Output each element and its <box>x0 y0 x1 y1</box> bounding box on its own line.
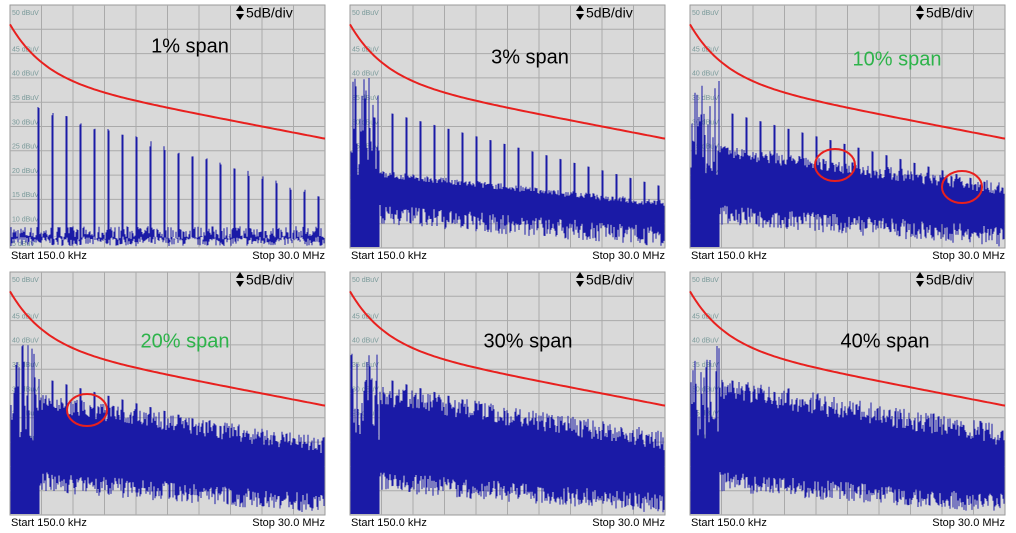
y-label: 25 dBuV <box>692 144 719 151</box>
stop-label: Stop 30.0 MHz <box>932 250 1005 262</box>
y-label: 50 dBuV <box>692 10 719 17</box>
y-label: 35 dBuV <box>692 95 719 102</box>
y-label: 45 dBuV <box>12 313 39 320</box>
stop-label: Stop 30.0 MHz <box>592 517 665 529</box>
start-label: Start 150.0 kHz <box>11 517 87 529</box>
limit-line <box>9 290 326 407</box>
span-title: 30% span <box>484 330 573 352</box>
y-label: 45 dBuV <box>352 313 379 320</box>
span-title: 40% span <box>841 330 930 352</box>
y-label: 35 dBuV <box>12 362 39 369</box>
span-title: 20% span <box>141 330 230 352</box>
stop-label: Stop 30.0 MHz <box>252 517 325 529</box>
y-label: 20 dBuV <box>12 168 39 175</box>
stop-label: Stop 30.0 MHz <box>932 517 1005 529</box>
scale-label: 5dB/div <box>246 5 293 21</box>
start-label: Start 150.0 kHz <box>11 250 87 262</box>
y-label: 5 dBuV <box>12 241 35 248</box>
y-label: 35 dBuV <box>692 362 719 369</box>
limit-line <box>689 23 1006 140</box>
scale-arrows <box>576 272 584 287</box>
spectrum-trace <box>690 346 1005 514</box>
stop-label: Stop 30.0 MHz <box>592 250 665 262</box>
spectrum-trace <box>350 353 665 514</box>
start-label: Start 150.0 kHz <box>351 250 427 262</box>
y-label: 35 dBuV <box>352 362 379 369</box>
spectrum-trace <box>10 107 325 246</box>
panel: 50 dBuV 45 dBuV 40 dBuV 35 dBuV 30 dBuV 25 dB… <box>9 4 326 262</box>
y-label: 25 dBuV <box>12 411 39 418</box>
y-label: 50 dBuV <box>12 277 39 284</box>
scale-label: 5dB/div <box>586 5 633 21</box>
y-label: 50 dBuV <box>692 277 719 284</box>
start-label: Start 150.0 kHz <box>691 250 767 262</box>
y-label: 40 dBuV <box>692 71 719 78</box>
y-label: 15 dBuV <box>12 192 39 199</box>
y-label: 30 dBuV <box>12 386 39 393</box>
y-label: 40 dBuV <box>12 71 39 78</box>
highlight-circle <box>941 170 983 204</box>
span-title: 1% span <box>151 35 229 57</box>
y-label: 45 dBuV <box>12 46 39 53</box>
y-label: 10 dBuV <box>12 217 39 224</box>
y-label: 30 dBuV <box>692 119 719 126</box>
panel: 50 dBuV 45 dBuV 40 dBuV 35 dBuV 30 dBuV 25 dB… <box>689 4 1006 262</box>
spectrum-trace <box>350 78 665 247</box>
highlight-circle <box>814 148 856 182</box>
scale-label: 5dB/div <box>586 272 633 288</box>
scale-arrows <box>916 5 924 20</box>
start-label: Start 150.0 kHz <box>351 517 427 529</box>
spectrum-trace <box>690 81 1005 247</box>
y-label: 25 dBuV <box>12 144 39 151</box>
y-label: 45 dBuV <box>352 46 379 53</box>
scale-arrows <box>236 272 244 287</box>
spectrum-trace <box>10 344 325 514</box>
y-label: 40 dBuV <box>352 338 379 345</box>
y-label: 30 dBuV <box>12 119 39 126</box>
scale-label: 5dB/div <box>926 272 973 288</box>
limit-line <box>689 290 1006 407</box>
limit-line <box>349 23 666 140</box>
panel: 50 dBuV 45 dBuV 40 dBuV 35 dBuV 30 dBuV 25 dB… <box>9 271 326 529</box>
limit-line <box>9 23 326 140</box>
highlight-circle <box>66 393 108 427</box>
scale-label: 5dB/div <box>926 5 973 21</box>
y-label: 40 dBuV <box>352 71 379 78</box>
scale-arrows <box>916 272 924 287</box>
scale-arrows <box>236 5 244 20</box>
y-label: 50 dBuV <box>352 10 379 17</box>
y-label: 50 dBuV <box>352 277 379 284</box>
span-title: 10% span <box>853 48 942 70</box>
limit-line <box>349 290 666 407</box>
y-label: 40 dBuV <box>692 338 719 345</box>
scale-label: 5dB/div <box>246 272 293 288</box>
y-label: 35 dBuV <box>12 95 39 102</box>
span-title: 3% span <box>491 46 569 68</box>
y-label: 20 dBuV <box>692 168 719 175</box>
stop-label: Stop 30.0 MHz <box>252 250 325 262</box>
y-label: 40 dBuV <box>12 338 39 345</box>
y-label: 45 dBuV <box>692 46 719 53</box>
start-label: Start 150.0 kHz <box>691 517 767 529</box>
y-label: 45 dBuV <box>692 313 719 320</box>
scale-arrows <box>576 5 584 20</box>
y-label: 50 dBuV <box>12 10 39 17</box>
